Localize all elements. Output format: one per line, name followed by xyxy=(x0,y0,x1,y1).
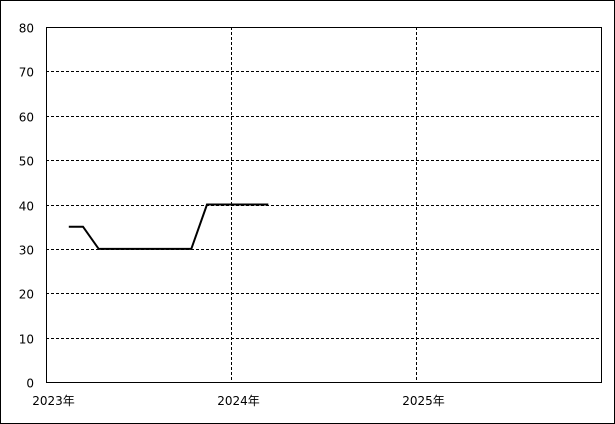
y-tick-label: 60 xyxy=(19,111,34,125)
x-tick-label: 2023年 xyxy=(32,394,75,408)
y-tick-label: 10 xyxy=(19,333,34,347)
y-tick-label: 70 xyxy=(19,66,34,80)
y-tick-label: 0 xyxy=(26,377,34,391)
x-tick-label: 2025年 xyxy=(402,394,445,408)
y-tick-label: 50 xyxy=(19,155,34,169)
x-tick-label: 2024年 xyxy=(217,394,260,408)
y-tick-label: 80 xyxy=(19,22,34,36)
plot-area-border xyxy=(46,27,602,383)
y-tick-label: 30 xyxy=(19,244,34,258)
y-tick-label: 20 xyxy=(19,288,34,302)
series-line xyxy=(68,203,269,250)
y-tick-label: 40 xyxy=(19,200,34,214)
